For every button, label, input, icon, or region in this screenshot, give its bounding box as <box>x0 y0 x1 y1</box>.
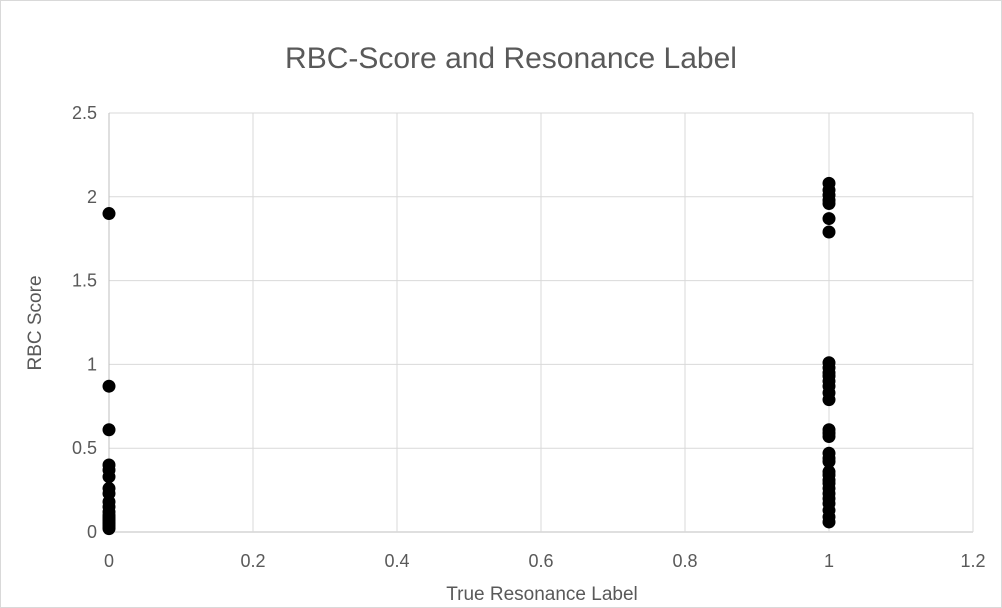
gridlines <box>108 112 974 533</box>
data-points <box>102 176 836 536</box>
data-point <box>102 522 116 536</box>
x-tick-label: 0.4 <box>384 551 409 571</box>
y-tick-labels: 0 0.5 1 1.5 2 2.5 <box>72 103 97 542</box>
x-tick-labels: 0 0.2 0.4 0.6 0.8 1 1.2 <box>104 551 986 571</box>
data-point <box>822 455 836 469</box>
y-tick-label: 2.5 <box>72 103 97 123</box>
x-tick-label: 0 <box>104 551 114 571</box>
y-tick-label: 1.5 <box>72 271 97 291</box>
x-tick-label: 1 <box>824 551 834 571</box>
x-tick-label: 0.2 <box>240 551 265 571</box>
chart-title: RBC-Score and Resonance Label <box>285 42 737 75</box>
x-tick-label: 0.8 <box>672 551 697 571</box>
data-point <box>102 207 116 221</box>
y-tick-label: 0.5 <box>72 438 97 458</box>
data-point <box>822 515 836 529</box>
y-axis-label: RBC Score <box>25 275 46 370</box>
data-point <box>822 429 836 443</box>
data-point <box>822 212 836 226</box>
data-point <box>822 393 836 407</box>
data-point <box>822 225 836 239</box>
x-tick-label: 0.6 <box>528 551 553 571</box>
data-point <box>102 423 116 437</box>
data-point <box>102 379 116 393</box>
x-axis-label: True Resonance Label <box>446 584 638 605</box>
data-point <box>102 470 116 484</box>
data-point <box>822 197 836 211</box>
y-tick-label: 2 <box>87 187 97 207</box>
y-tick-label: 0 <box>87 522 97 542</box>
x-tick-label: 1.2 <box>960 551 985 571</box>
y-tick-label: 1 <box>87 354 97 374</box>
